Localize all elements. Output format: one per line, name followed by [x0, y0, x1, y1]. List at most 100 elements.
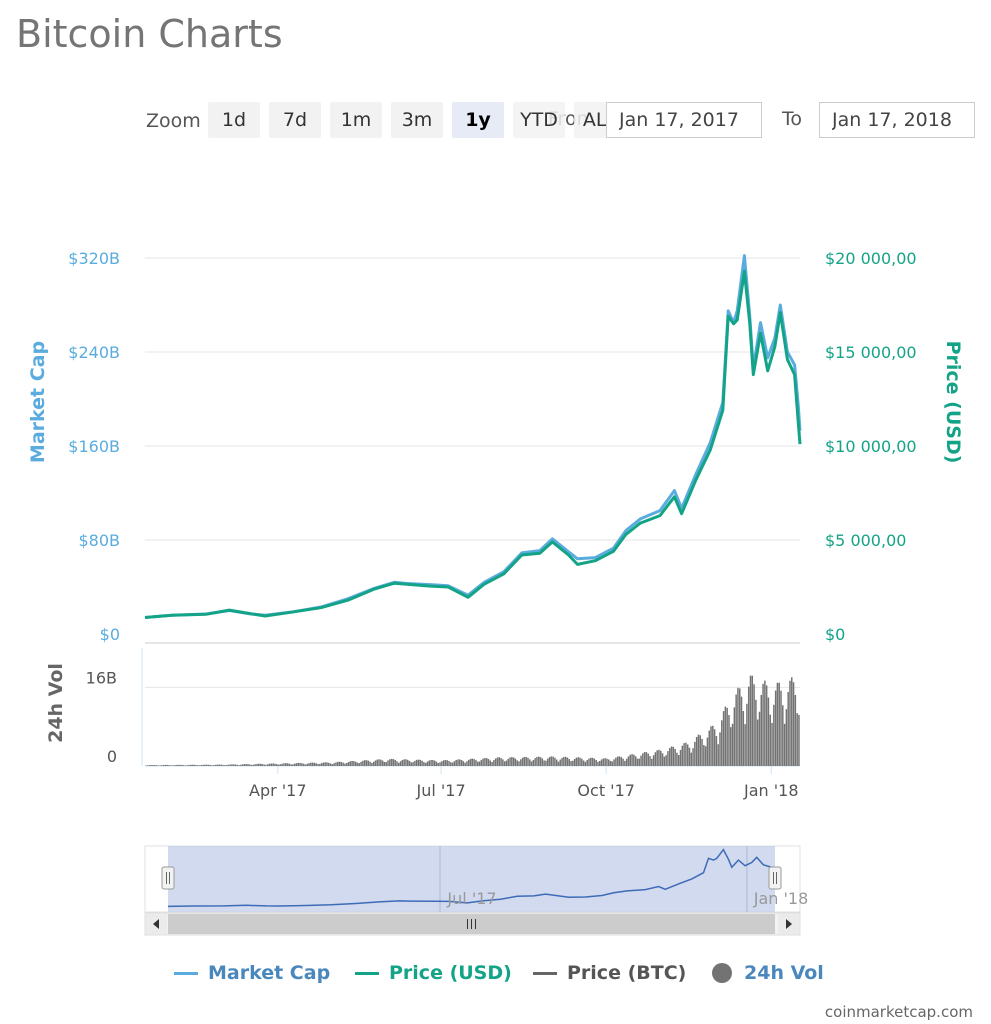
- volume-bar: [518, 761, 520, 766]
- volume-bar: [557, 761, 560, 766]
- volume-bar: [469, 758, 472, 766]
- volume-bar: [337, 761, 339, 766]
- volume-bar: [462, 761, 465, 766]
- volume-bar: [769, 714, 771, 766]
- volume-bar: [396, 761, 398, 766]
- volume-bar: [286, 763, 289, 766]
- volume-bar: [765, 685, 768, 766]
- volume-bar: [455, 760, 457, 766]
- volume-bar: [306, 763, 308, 766]
- navigator[interactable]: Jul '17 Jan '18: [144, 845, 808, 936]
- left-axis-title: Market Cap: [27, 341, 49, 463]
- volume-bar: [606, 758, 608, 766]
- volume-bar: [609, 760, 612, 766]
- right-axis-tick-label: $5 000,00: [825, 531, 906, 550]
- volume-bar: [475, 760, 477, 766]
- zoom-1d-button[interactable]: 1d: [208, 102, 260, 138]
- volume-bar: [512, 757, 515, 766]
- volume-bar: [347, 762, 350, 766]
- volume-bar: [554, 757, 556, 766]
- navigator-series-line: [167, 848, 776, 908]
- volume-bar: [572, 760, 574, 766]
- volume-bar: [591, 757, 594, 766]
- volume-bar: [665, 755, 667, 766]
- volume-bar: [616, 756, 619, 766]
- navigator-scrollbar[interactable]: [144, 912, 801, 936]
- volume-bar: [710, 726, 712, 766]
- volume-bar: [351, 760, 353, 766]
- volume-bar: [740, 696, 743, 766]
- volume-bar: [193, 764, 195, 766]
- volume-bar: [570, 761, 572, 766]
- volume-bar: [514, 758, 517, 766]
- legend-line-icon: [533, 971, 557, 975]
- volume-bar: [756, 719, 759, 766]
- volume-bar: [202, 764, 204, 766]
- legend-item-price-btc[interactable]: Price (BTC): [533, 962, 686, 984]
- volume-bar: [218, 764, 221, 766]
- volume-bar: [507, 758, 509, 766]
- from-date-input[interactable]: [606, 102, 762, 138]
- volume-bar: [313, 762, 316, 766]
- left-axis-tick-label: $240B: [68, 343, 120, 362]
- legend-item-24h-vol[interactable]: 24h Vol: [712, 962, 824, 984]
- volume-bar: [444, 760, 447, 766]
- x-axis-tick-label: Oct '17: [577, 781, 635, 800]
- volume-bar: [471, 758, 474, 766]
- scroll-left-arrow[interactable]: [146, 914, 167, 934]
- volume-bar: [762, 683, 764, 766]
- volume-bar: [206, 764, 208, 766]
- volume-bar: [432, 760, 434, 766]
- volume-bar: [284, 763, 287, 766]
- legend-item-market-cap[interactable]: Market Cap: [174, 962, 330, 984]
- volume-bar: [419, 759, 422, 766]
- zoom-3m-button[interactable]: 3m: [391, 102, 443, 138]
- page-title: Bitcoin Charts: [16, 12, 283, 56]
- legend-item-price-usd[interactable]: Price (USD): [355, 962, 512, 984]
- volume-bar: [240, 764, 242, 766]
- volume-bar: [778, 682, 780, 766]
- volume-bar: [611, 761, 614, 766]
- zoom-1m-button[interactable]: 1m: [330, 102, 382, 138]
- volume-bar: [177, 764, 179, 766]
- volume-bar: [441, 761, 443, 766]
- volume-bar: [692, 748, 694, 766]
- navigator-selection[interactable]: [168, 846, 775, 912]
- legend: Market Cap Price (USD) Price (BTC) 24h V…: [0, 962, 991, 988]
- navigator-left-handle[interactable]: [161, 866, 175, 890]
- volume-bar: [719, 732, 721, 766]
- volume-bar: [791, 677, 793, 766]
- volume-bar: [708, 730, 710, 766]
- volume-bar: [415, 759, 418, 766]
- volume-bar: [342, 762, 344, 766]
- bitcoin-chart[interactable]: Market Cap Price (USD) 24h Vol $0 $0 $80B $…: [0, 0, 991, 1000]
- volume-bar: [767, 697, 770, 766]
- volume-bar: [159, 765, 161, 766]
- zoom-ytd-button[interactable]: YTD: [513, 102, 565, 138]
- to-date-input[interactable]: [819, 102, 975, 138]
- volume-bar: [627, 756, 630, 766]
- volume-bar: [663, 756, 666, 766]
- volume-bar: [676, 752, 678, 766]
- volume-bar: [369, 761, 371, 766]
- volume-bar: [478, 761, 481, 766]
- volume-bar: [505, 760, 508, 766]
- volume-bar: [392, 759, 395, 766]
- volume-bar: [157, 765, 160, 766]
- navigator-right-handle[interactable]: [768, 866, 782, 890]
- volume-bar: [241, 764, 244, 766]
- volume-bar: [584, 761, 587, 766]
- volume-bar: [733, 707, 736, 766]
- volume-bar: [204, 764, 206, 766]
- scroll-right-arrow[interactable]: [778, 914, 799, 934]
- volume-bar: [636, 758, 639, 766]
- volume-bar: [333, 763, 335, 766]
- zoom-7d-button[interactable]: 7d: [269, 102, 321, 138]
- volume-bar: [640, 755, 642, 766]
- volume-bar: [546, 758, 549, 766]
- volume-bar: [615, 757, 617, 766]
- zoom-1y-button[interactable]: 1y: [452, 102, 504, 138]
- volume-bar: [638, 758, 640, 766]
- watermark[interactable]: coinmarketcap.com: [824, 1003, 973, 1021]
- volume-bar: [326, 762, 328, 766]
